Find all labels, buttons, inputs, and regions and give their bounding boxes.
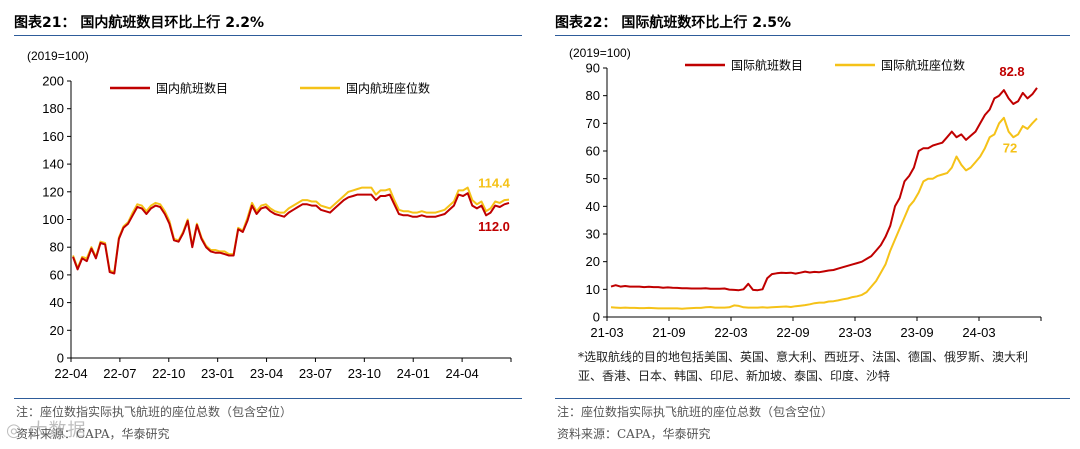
right-x-tick-label: 22-09 [776, 325, 809, 340]
left-y-tick-label: 0 [57, 351, 64, 366]
left-y-tick-label: 140 [42, 157, 64, 172]
watermark-icon: ◎ [6, 420, 23, 441]
left-x-tick-label: 22-10 [152, 366, 185, 381]
right-chart-title: 图表22： 国际航班数环比上行 2.5% [555, 15, 792, 31]
right-source: 资料来源：CAPA，华泰研究 [557, 427, 711, 441]
right-y-tick-label: 70 [586, 116, 600, 131]
left-title-rule [14, 35, 522, 36]
left-series-2-line [72, 186, 510, 274]
right-y-tick-label: 0 [593, 310, 600, 325]
right-y-tick-label: 50 [586, 171, 600, 186]
right-series-2-end-label: 72 [1003, 140, 1017, 155]
right-footnote: *选取航线的目的地包括美国、英国、意大利、西班牙、法国、德国、俄罗斯、澳大利亚、… [578, 350, 1029, 383]
left-series-2-end-label: 114.4 [478, 176, 511, 191]
right-bottom-rule [555, 398, 1070, 399]
left-x-tick-label: 24-04 [445, 366, 478, 381]
left-note: 注：座位数指实际执飞航班的座位总数（包含空位） [16, 405, 293, 419]
left-series-1-end-label: 112.0 [478, 219, 510, 234]
left-y-tick-label: 20 [50, 323, 64, 338]
right-x-tick-label: 21-03 [590, 325, 623, 340]
right-legend-label-2: 国际航班座位数 [881, 58, 965, 73]
left-y-tick-label: 120 [42, 184, 64, 199]
right-y-tick-label: 60 [586, 144, 600, 159]
left-y-tick-label: 80 [50, 240, 64, 255]
right-y-tick-label: 20 [586, 254, 600, 269]
right-y-tick-label: 90 [586, 61, 600, 76]
watermark-logo: ◎ 大数据 [6, 416, 86, 442]
right-note: 注：座位数指实际执飞航班的座位总数（包含空位） [557, 405, 834, 419]
right-y-tick-label: 10 [586, 282, 600, 297]
right-series-1-end-label: 82.8 [999, 64, 1024, 79]
right-x-tick-label: 23-09 [900, 325, 933, 340]
left-legend-label-1: 国内航班数目 [156, 81, 228, 96]
right-series-1-line [610, 87, 1038, 292]
left-x-tick-label: 23-04 [250, 366, 283, 381]
right-series-2-line [610, 116, 1038, 310]
left-x-tick-label: 23-01 [201, 366, 234, 381]
right-legend-label-1: 国际航班数目 [731, 58, 803, 73]
left-y-tick-label: 200 [42, 74, 64, 89]
right-chart-panel: 图表22： 国际航班数环比上行 2.5% (2019=100) 0 10 20 30 40… [545, 0, 1080, 449]
right-y-tick-label: 30 [586, 227, 600, 242]
left-y-tick-label: 160 [42, 129, 64, 144]
left-line-chart: (2019=100) 0 20 40 60 80 100 120 140 160 180 200 22-… [27, 49, 512, 381]
right-x-tick-label: 21-09 [652, 325, 685, 340]
left-y-tick-label: 40 [50, 295, 64, 310]
watermark-text: 大数据 [29, 420, 87, 441]
right-unit-label: (2019=100) [569, 46, 631, 60]
left-x-tick-label: 23-07 [299, 366, 332, 381]
left-x-tick-label: 24-01 [397, 366, 430, 381]
right-y-tick-label: 80 [586, 88, 600, 103]
right-x-tick-label: 23-03 [838, 325, 871, 340]
right-line-chart: (2019=100) 0 10 20 30 40 50 60 70 80 90 21-03 21-09 2… [569, 46, 1042, 340]
left-y-tick-label: 100 [42, 212, 64, 227]
left-bottom-rule [14, 398, 522, 399]
left-x-tick-label: 23-10 [348, 366, 381, 381]
left-y-tick-label: 180 [42, 101, 64, 116]
right-y-tick-label: 40 [586, 199, 600, 214]
left-source: 资料来源：CAPA，华泰研究 [16, 427, 170, 441]
left-chart-title: 图表21： 国内航班数目环比上行 2.2% [14, 15, 265, 31]
right-title-rule [555, 35, 1070, 36]
right-x-tick-label: 22-03 [714, 325, 747, 340]
left-x-tick-label: 22-04 [54, 366, 87, 381]
left-series-1-line [72, 192, 510, 275]
left-unit-label: (2019=100) [27, 49, 89, 63]
left-y-tick-label: 60 [50, 267, 64, 282]
left-x-tick-label: 22-07 [103, 366, 136, 381]
right-x-tick-label: 24-03 [962, 325, 995, 340]
left-legend-label-2: 国内航班座位数 [346, 81, 430, 96]
left-chart-panel: 图表21： 国内航班数目环比上行 2.2% (2019=100) 0 20 40 60 8… [0, 0, 530, 449]
